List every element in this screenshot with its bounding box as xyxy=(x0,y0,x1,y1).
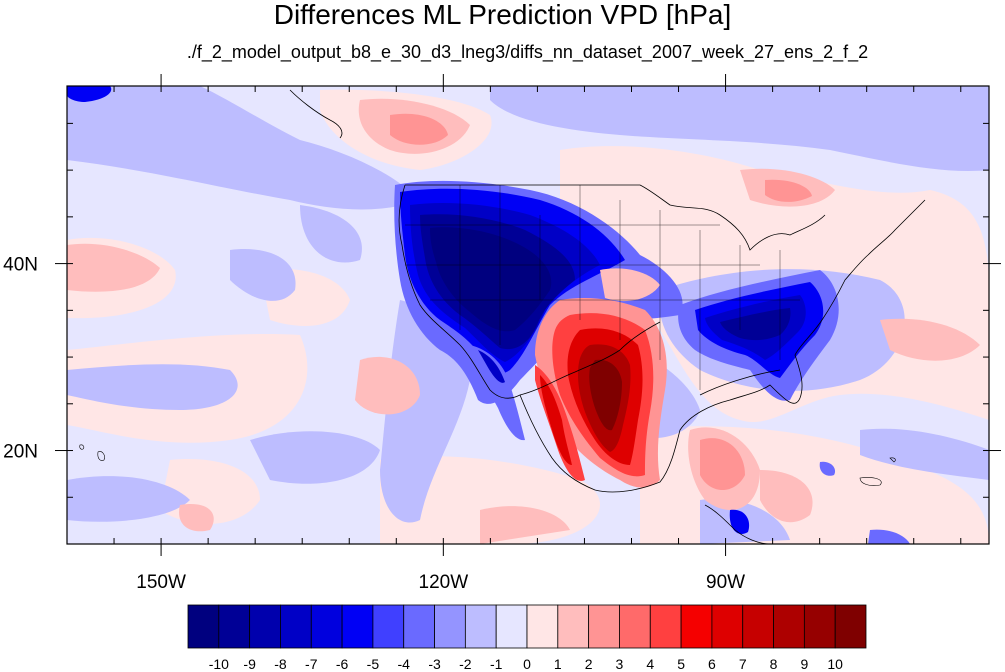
mexico-positive-anomaly xyxy=(535,268,667,488)
map-subtitle: ./f_2_model_output_b8_e_30_d3_lneg3/diff… xyxy=(186,42,869,62)
colorbar-box xyxy=(773,604,805,649)
axis-tick-labels: 150W 120W 90W 40N 20N xyxy=(3,255,745,593)
southeast-us-negative-anomaly xyxy=(678,270,839,401)
colorbar-label: 3 xyxy=(616,656,624,672)
colorbar-box xyxy=(310,604,343,649)
colorbar-label: 0 xyxy=(523,656,531,672)
colorbar-label: 5 xyxy=(677,656,685,672)
colorbar-box xyxy=(742,604,774,649)
colorbar-box xyxy=(557,604,590,649)
colorbar-box xyxy=(434,604,466,649)
central-america-negative-spot xyxy=(729,509,750,534)
colorbar-label: 10 xyxy=(827,656,843,672)
axis-ticks xyxy=(55,74,1001,556)
plot-frame xyxy=(66,85,990,545)
colorbar-label: -9 xyxy=(243,656,256,672)
west-us-negative-anomaly xyxy=(394,180,683,404)
colorbar-label: -10 xyxy=(209,656,229,672)
y-tick-label: 20N xyxy=(3,442,38,463)
colorbar-box xyxy=(680,604,713,649)
colorbar-label: 9 xyxy=(800,656,808,672)
colorbar-label: -7 xyxy=(305,656,318,672)
y-tick-label: 40N xyxy=(3,255,38,276)
colorbar-label: 8 xyxy=(770,656,778,672)
colorbar-label: 6 xyxy=(708,656,716,672)
colorbar-box xyxy=(495,604,528,649)
field-band-red-medium xyxy=(390,113,812,490)
colorbar-label: -4 xyxy=(398,656,411,672)
colorbar-box xyxy=(218,604,251,649)
colorbar-label: 4 xyxy=(646,656,654,672)
colorbar-box xyxy=(464,604,497,649)
x-tick-label: 90W xyxy=(706,572,745,593)
colorbar-box xyxy=(341,604,374,649)
colorbar-label: 7 xyxy=(739,656,747,672)
coastlines xyxy=(289,89,926,544)
colorbar-box xyxy=(803,604,836,649)
colorbar-box xyxy=(588,604,620,649)
colorbar-box xyxy=(249,604,281,649)
map-title: Differences ML Prediction VPD [hPa] xyxy=(273,0,732,30)
colorbar-box xyxy=(711,604,744,649)
alaska-negative-spot xyxy=(67,86,112,102)
x-tick-label: 150W xyxy=(136,572,186,593)
colorbar-box xyxy=(372,604,405,649)
colorbar-label: -3 xyxy=(428,656,441,672)
colorbar-label: 2 xyxy=(585,656,593,672)
colorbar-box xyxy=(619,604,651,649)
colorbar-label: -1 xyxy=(490,656,503,672)
state-borders xyxy=(405,185,800,390)
south-negative-spot xyxy=(868,529,910,544)
contour-field xyxy=(67,86,989,544)
colorbar-box xyxy=(649,604,682,649)
islands xyxy=(79,444,896,486)
colorbar-box xyxy=(403,604,435,649)
baja-negative-anomaly xyxy=(470,345,525,441)
colorbar-box xyxy=(526,604,559,649)
colorbar-label: 1 xyxy=(554,656,562,672)
x-tick-label: 120W xyxy=(419,572,469,593)
colorbar-label: -2 xyxy=(459,656,472,672)
colorbar-box xyxy=(280,604,312,649)
colorbar-labels: -10 -9 -8 -7 -6 -5 -4 -3 -2 -1 0 1 2 3 4 5 6 7 8 9 10 xyxy=(209,656,843,672)
colorbar-box xyxy=(187,604,220,649)
colorbar xyxy=(187,604,867,649)
colorbar-box xyxy=(834,604,867,649)
caribbean-negative-spot xyxy=(819,461,836,476)
colorbar-label: -6 xyxy=(336,656,349,672)
colorbar-label: -8 xyxy=(274,656,287,672)
colorbar-label: -5 xyxy=(367,656,380,672)
